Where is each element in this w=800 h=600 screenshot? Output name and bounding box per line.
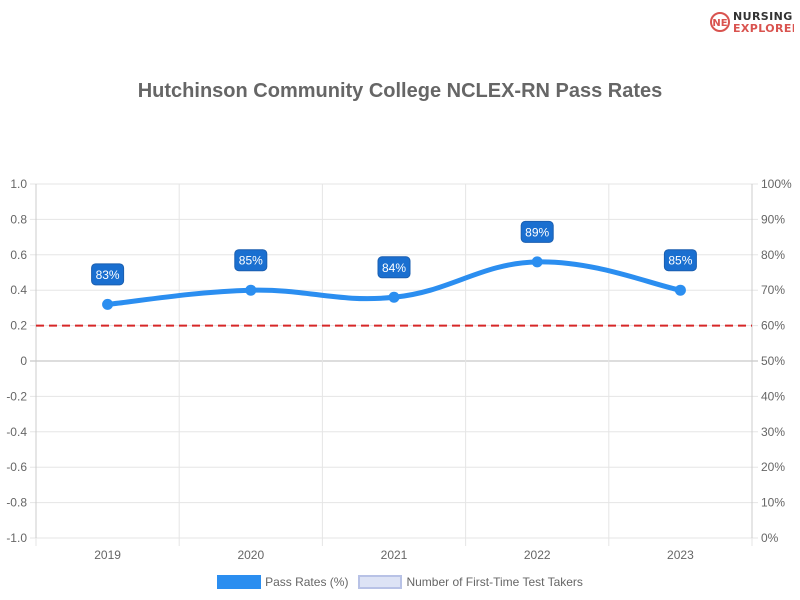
nursing-explorer-logo: NE NURSING EXPLORER xyxy=(710,10,794,35)
legend-item-pass-rates[interactable]: Pass Rates (%) xyxy=(217,575,348,589)
logo-line-2: EXPLORER xyxy=(733,22,794,35)
data-label-badge xyxy=(234,249,268,272)
x-tick-label: 2019 xyxy=(94,548,121,562)
left-tick-label: -0.4 xyxy=(6,425,27,439)
left-tick-label: 0.4 xyxy=(10,283,27,297)
right-tick-label: 40% xyxy=(761,389,785,403)
right-tick-label: 70% xyxy=(761,283,785,297)
legend-swatch-test-takers xyxy=(358,575,403,589)
x-tick-label: 2022 xyxy=(524,548,551,562)
left-tick-label: -0.2 xyxy=(6,389,27,403)
data-label: 89% xyxy=(525,225,549,239)
chart-title: Hutchinson Community College NCLEX-RN Pa… xyxy=(137,80,663,102)
data-label: 85% xyxy=(239,254,263,268)
left-tick-label: 0.6 xyxy=(10,248,27,262)
data-point xyxy=(674,284,686,296)
left-tick-label: -0.8 xyxy=(6,496,27,510)
right-tick-label: 90% xyxy=(761,212,785,226)
data-label-badge xyxy=(377,256,411,279)
left-tick-label: 0 xyxy=(20,354,27,368)
left-tick-label: -0.6 xyxy=(6,460,27,474)
legend-swatch-pass-rates xyxy=(217,575,262,589)
data-label: 83% xyxy=(96,268,120,282)
data-point xyxy=(102,298,114,310)
logo-line-1: NURSING xyxy=(733,10,793,23)
data-label: 84% xyxy=(382,261,406,275)
line-chart: 1.0 0.8 0.6 0.4 0.2 0 -0.2 -0.4 -0.6 -0.8 -1.0 100%… xyxy=(6,177,792,562)
x-tick-label: 2021 xyxy=(381,548,408,562)
data-label-badge xyxy=(663,249,697,272)
data-point xyxy=(388,291,400,303)
left-tick-label: -1.0 xyxy=(6,531,27,545)
data-point xyxy=(531,256,543,268)
data-point xyxy=(245,284,257,296)
legend-item-test-takers[interactable]: Number of First-Time Test Takers xyxy=(358,575,583,589)
left-tick-label: 0.8 xyxy=(10,212,27,226)
logo-mark: NE xyxy=(712,18,727,29)
right-tick-label: 10% xyxy=(761,496,785,510)
data-label-badge xyxy=(520,220,554,243)
right-tick-label: 50% xyxy=(761,354,785,368)
left-tick-label: 1.0 xyxy=(10,177,27,191)
data-label-badge xyxy=(91,263,125,286)
right-tick-label: 60% xyxy=(761,319,785,333)
x-tick-label: 2020 xyxy=(237,548,264,562)
data-label: 85% xyxy=(668,254,692,268)
chart-legend: Pass Rates (%) Number of First-Time Test… xyxy=(0,575,800,589)
right-tick-label: 0% xyxy=(761,531,779,545)
right-tick-label: 30% xyxy=(761,425,785,439)
right-tick-label: 80% xyxy=(761,248,785,262)
legend-label-test-takers: Number of First-Time Test Takers xyxy=(406,575,583,589)
right-tick-label: 100% xyxy=(761,177,792,191)
legend-label-pass-rates: Pass Rates (%) xyxy=(265,575,349,589)
x-tick-label: 2023 xyxy=(667,548,694,562)
left-tick-label: 0.2 xyxy=(10,319,27,333)
right-tick-label: 20% xyxy=(761,460,785,474)
